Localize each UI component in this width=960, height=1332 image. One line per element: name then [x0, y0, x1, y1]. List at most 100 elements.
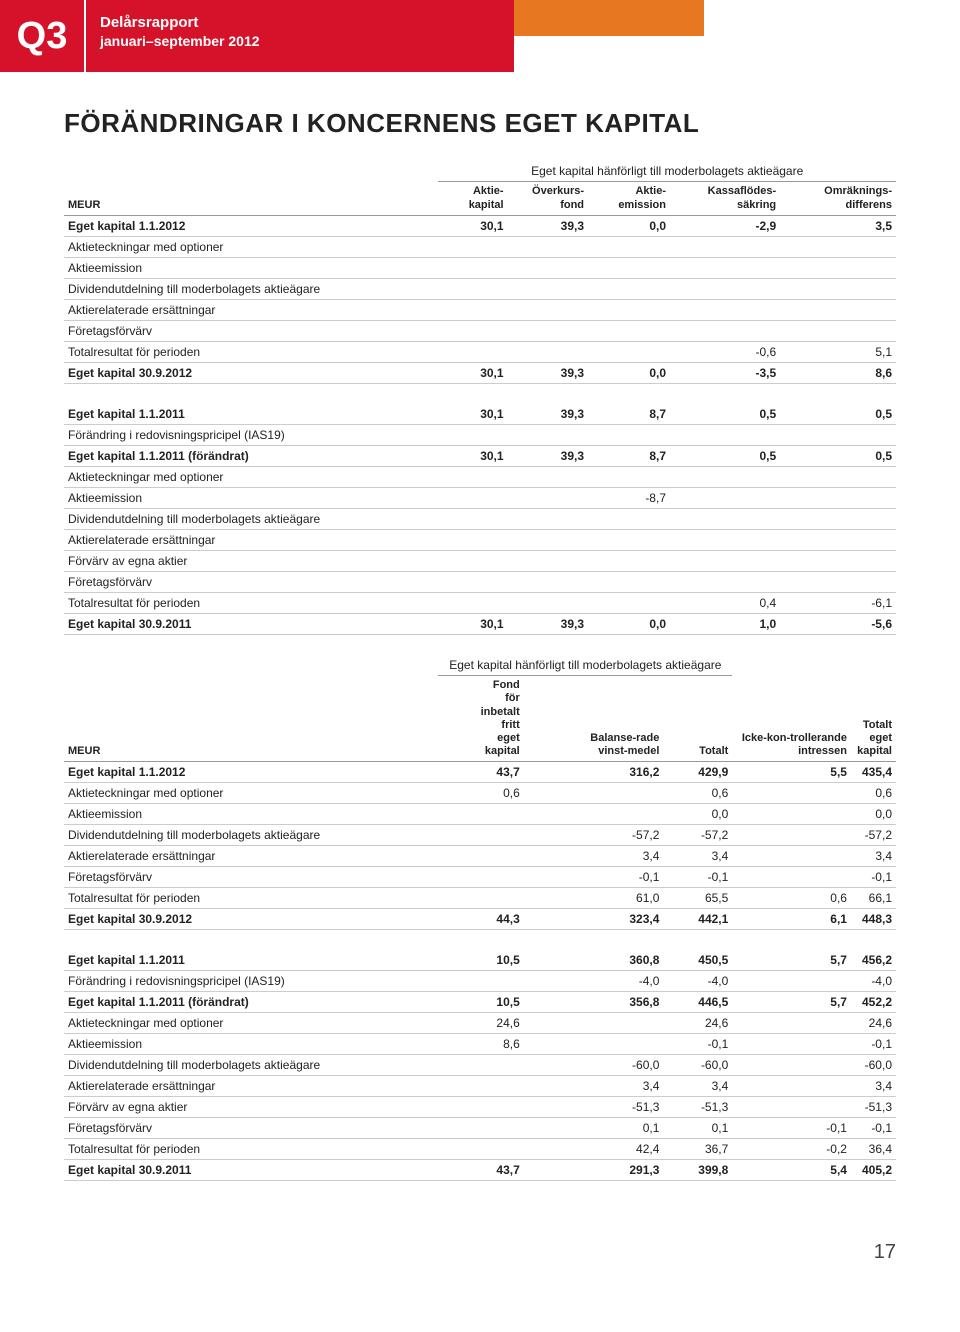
table-row: Aktierelaterade ersättningar	[64, 299, 896, 320]
row-value	[732, 1055, 851, 1076]
row-value: 39,3	[508, 404, 588, 425]
row-value	[438, 550, 507, 571]
table-row: Dividendutdelning till moderbolagets akt…	[64, 508, 896, 529]
row-value: -60,0	[663, 1055, 732, 1076]
row-value	[438, 592, 507, 613]
table-row: Eget kapital 30.9.201143,7291,3399,85,44…	[64, 1160, 896, 1181]
row-value: 0,0	[663, 804, 732, 825]
row-value: 0,0	[851, 804, 896, 825]
row-value: 42,4	[524, 1139, 664, 1160]
row-value: 43,7	[438, 762, 523, 783]
row-value	[524, 783, 664, 804]
table-row: Eget kapital 30.9.201244,3323,4442,16,14…	[64, 909, 896, 930]
row-label: Aktieemission	[64, 257, 438, 278]
row-value: -0,1	[663, 867, 732, 888]
row-value: 44,3	[438, 909, 523, 930]
row-label: Eget kapital 1.1.2012	[64, 762, 438, 783]
row-label: Totalresultat för perioden	[64, 341, 438, 362]
row-value	[732, 1034, 851, 1055]
row-value: -57,2	[851, 825, 896, 846]
row-value	[670, 424, 780, 445]
row-value: 8,6	[438, 1034, 523, 1055]
row-value	[524, 804, 664, 825]
row-value: 450,5	[663, 950, 732, 971]
row-value: -0,2	[732, 1139, 851, 1160]
row-label: Totalresultat för perioden	[64, 1139, 438, 1160]
table-col-header: MEUR	[64, 676, 438, 762]
row-value: -2,9	[670, 215, 780, 236]
equity-table-1: Eget kapital hänförligt till moderbolage…	[64, 161, 896, 635]
row-label: Aktieteckningar med optioner	[64, 1013, 438, 1034]
row-value	[508, 487, 588, 508]
row-value	[438, 867, 523, 888]
page-number: 17	[0, 1231, 960, 1284]
row-value: 10,5	[438, 950, 523, 971]
row-value: 456,2	[851, 950, 896, 971]
row-value	[438, 299, 507, 320]
row-value: -5,6	[780, 613, 896, 634]
table-col-header: MEUR	[64, 182, 438, 215]
row-value: -6,1	[780, 592, 896, 613]
row-value: 30,1	[438, 215, 507, 236]
report-header: Q3 Delårsrapport januari–september 2012	[0, 0, 960, 72]
row-value: 30,1	[438, 404, 507, 425]
row-label: Aktieemission	[64, 487, 438, 508]
row-label: Företagsförvärv	[64, 571, 438, 592]
row-label: Eget kapital 1.1.2011	[64, 950, 438, 971]
table-row: Förvärv av egna aktier-51,3-51,3-51,3	[64, 1097, 896, 1118]
row-value: 5,5	[732, 762, 851, 783]
row-label: Företagsförvärv	[64, 867, 438, 888]
row-value: 448,3	[851, 909, 896, 930]
row-value: 24,6	[663, 1013, 732, 1034]
row-value	[438, 1139, 523, 1160]
row-value: -4,0	[851, 971, 896, 992]
table-row: Aktierelaterade ersättningar3,43,43,4	[64, 1076, 896, 1097]
row-value	[438, 257, 507, 278]
row-value	[438, 236, 507, 257]
row-label: Aktieemission	[64, 804, 438, 825]
row-value	[732, 1097, 851, 1118]
row-value	[438, 1097, 523, 1118]
row-value: -57,2	[524, 825, 664, 846]
row-value: 5,1	[780, 341, 896, 362]
row-value	[780, 278, 896, 299]
table-col-header: Överkurs-fond	[508, 182, 588, 215]
row-value: 30,1	[438, 362, 507, 383]
row-value	[670, 299, 780, 320]
row-value	[588, 299, 670, 320]
row-label: Aktierelaterade ersättningar	[64, 846, 438, 867]
row-value: 3,4	[524, 846, 664, 867]
row-value	[780, 550, 896, 571]
table-row: Aktieteckningar med optioner	[64, 466, 896, 487]
equity-table-2: Eget kapital hänförligt till moderbolage…	[64, 655, 896, 1182]
table-row: Aktieteckningar med optioner24,624,624,6	[64, 1013, 896, 1034]
table-row: Totalresultat för perioden-0,65,1	[64, 341, 896, 362]
row-value	[438, 1076, 523, 1097]
row-value	[508, 466, 588, 487]
table-row: Dividendutdelning till moderbolagets akt…	[64, 278, 896, 299]
row-value	[508, 320, 588, 341]
table-row: Aktierelaterade ersättningar3,43,43,4	[64, 846, 896, 867]
row-value	[780, 257, 896, 278]
row-value	[508, 529, 588, 550]
row-value: 0,1	[663, 1118, 732, 1139]
row-value: 39,3	[508, 613, 588, 634]
row-value: 429,9	[663, 762, 732, 783]
row-value	[670, 529, 780, 550]
row-value	[588, 424, 670, 445]
row-label: Eget kapital 1.1.2012	[64, 215, 438, 236]
report-title-block: Delårsrapport januari–september 2012	[84, 0, 514, 72]
table-col-header: Omräknings-differens	[780, 182, 896, 215]
row-value: 435,4	[851, 762, 896, 783]
row-value: 61,0	[524, 888, 664, 909]
table-row: Företagsförvärv	[64, 320, 896, 341]
row-value: -4,0	[663, 971, 732, 992]
row-value	[732, 867, 851, 888]
row-value	[588, 508, 670, 529]
row-value	[438, 825, 523, 846]
row-value: 6,1	[732, 909, 851, 930]
row-value	[588, 257, 670, 278]
row-label: Totalresultat för perioden	[64, 888, 438, 909]
row-value	[508, 550, 588, 571]
row-value: 39,3	[508, 362, 588, 383]
